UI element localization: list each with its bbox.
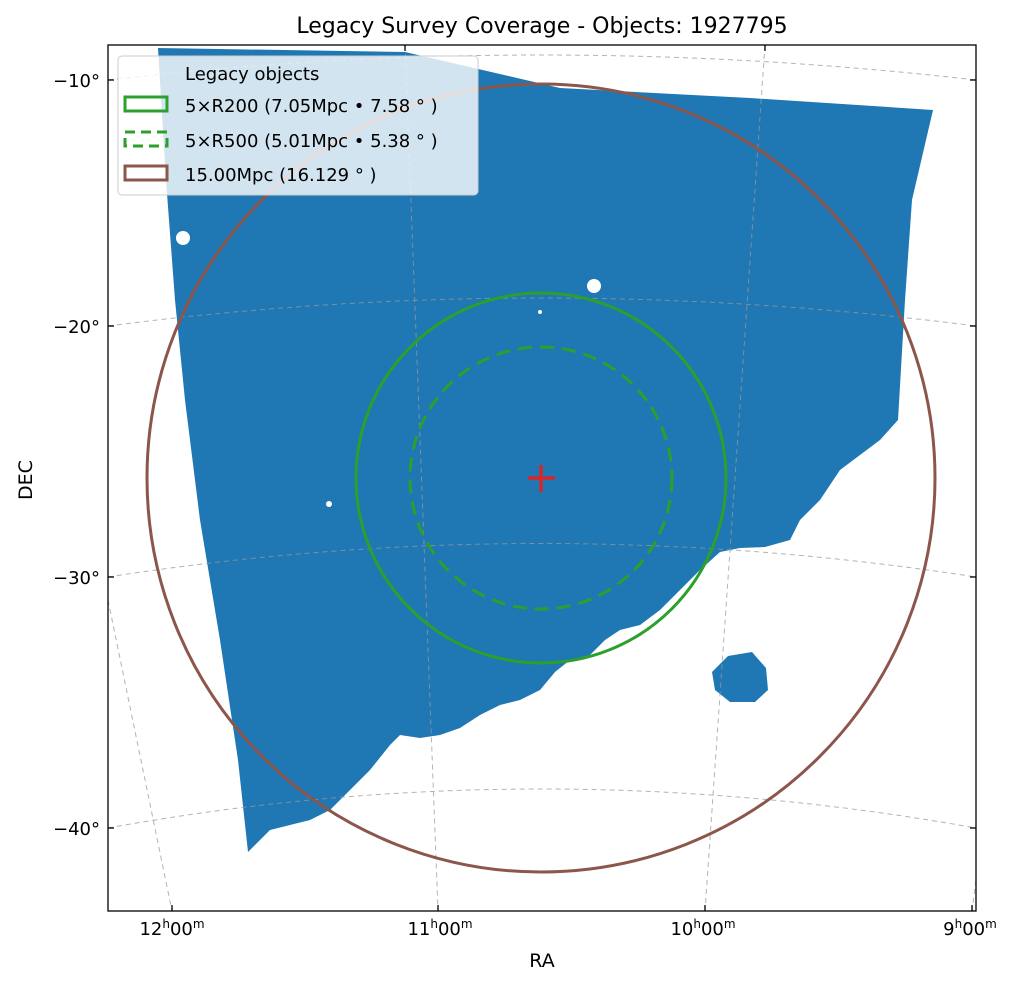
axis-ticks — [108, 45, 976, 911]
dec-grid-line — [108, 788, 976, 829]
coverage-hole — [176, 231, 190, 245]
chart-title: Legacy Survey Coverage - Objects: 192779… — [296, 14, 787, 39]
legend-label-legacy-objects: Legacy objects — [185, 64, 319, 85]
coverage-hole — [326, 501, 332, 507]
y-tick-label: −20° — [53, 317, 100, 338]
y-tick-label: −40° — [53, 819, 100, 840]
x-axis-title: RA — [529, 950, 554, 972]
legacy-coverage-points — [158, 48, 933, 852]
x-tick-label: 12h00m — [139, 917, 204, 940]
x-tick-label: 9h00m — [943, 917, 997, 940]
coordinate-grid — [108, 45, 976, 911]
coverage-hole — [587, 279, 601, 293]
coverage-island — [712, 652, 768, 702]
y-axis-title: DEC — [15, 460, 37, 500]
x-tick-label: 11h00m — [407, 917, 472, 940]
plot-frame — [107, 44, 977, 912]
plot-area — [108, 45, 976, 911]
y-tick-label: −10° — [53, 71, 100, 92]
legend-label-15mpc: 15.00Mpc (16.129 ° ) — [185, 165, 377, 186]
circle-5xr200 — [354, 291, 728, 665]
dec-grid-line — [108, 543, 976, 578]
y-tick-label: −30° — [53, 568, 100, 589]
legend-label-5xr500: 5×R500 (5.01Mpc • 5.38 ° ) — [185, 131, 438, 152]
circle-5xr500 — [408, 345, 674, 611]
legend: Legacy objects 5×R200 (7.05Mpc • 7.58 ° … — [117, 55, 479, 196]
dec-grid-line — [108, 54, 976, 81]
legend-swatch-5xr500 — [123, 130, 169, 148]
coverage-hole — [538, 310, 542, 314]
ra-grid-line — [704, 45, 766, 911]
x-tick-label: 10h00m — [670, 917, 735, 940]
ra-grid-line — [108, 599, 173, 911]
circle-15mpc — [145, 82, 937, 874]
legend-box — [117, 55, 479, 196]
legend-label-5xr200: 5×R200 (7.05Mpc • 7.58 ° ) — [185, 96, 438, 117]
center-marker — [528, 465, 555, 492]
dec-grid-line — [108, 297, 976, 327]
legend-swatch-5xr200 — [123, 95, 169, 113]
legend-swatch-15mpc — [123, 164, 169, 182]
